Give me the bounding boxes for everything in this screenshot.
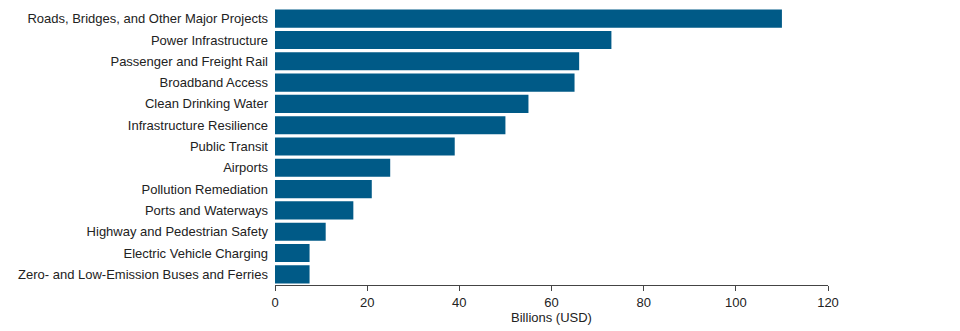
svg-text:40: 40 — [452, 295, 466, 310]
svg-text:Billions (USD): Billions (USD) — [511, 310, 592, 325]
svg-text:100: 100 — [725, 295, 747, 310]
svg-text:Electric Vehicle Charging: Electric Vehicle Charging — [123, 246, 268, 261]
svg-text:20: 20 — [360, 295, 374, 310]
svg-text:Ports and Waterways: Ports and Waterways — [145, 203, 269, 218]
svg-text:Public Transit: Public Transit — [190, 139, 268, 154]
svg-text:60: 60 — [544, 295, 558, 310]
svg-text:Zero- and Low-Emission Buses a: Zero- and Low-Emission Buses and Ferries — [18, 267, 268, 282]
svg-text:Airports: Airports — [223, 160, 268, 175]
svg-text:Pollution Remediation: Pollution Remediation — [142, 182, 268, 197]
svg-text:Infrastructure Resilience: Infrastructure Resilience — [128, 118, 268, 133]
svg-text:Roads, Bridges, and Other Majo: Roads, Bridges, and Other Major Projects — [27, 11, 268, 26]
svg-text:Passenger and Freight Rail: Passenger and Freight Rail — [110, 54, 268, 69]
svg-text:80: 80 — [636, 295, 650, 310]
svg-text:0: 0 — [271, 295, 278, 310]
svg-text:Clean Drinking Water: Clean Drinking Water — [145, 96, 269, 111]
svg-text:Broadband Access: Broadband Access — [160, 75, 269, 90]
svg-text:120: 120 — [817, 295, 839, 310]
svg-text:Highway and Pedestrian Safety: Highway and Pedestrian Safety — [87, 224, 269, 239]
svg-text:Power Infrastructure: Power Infrastructure — [151, 33, 268, 48]
